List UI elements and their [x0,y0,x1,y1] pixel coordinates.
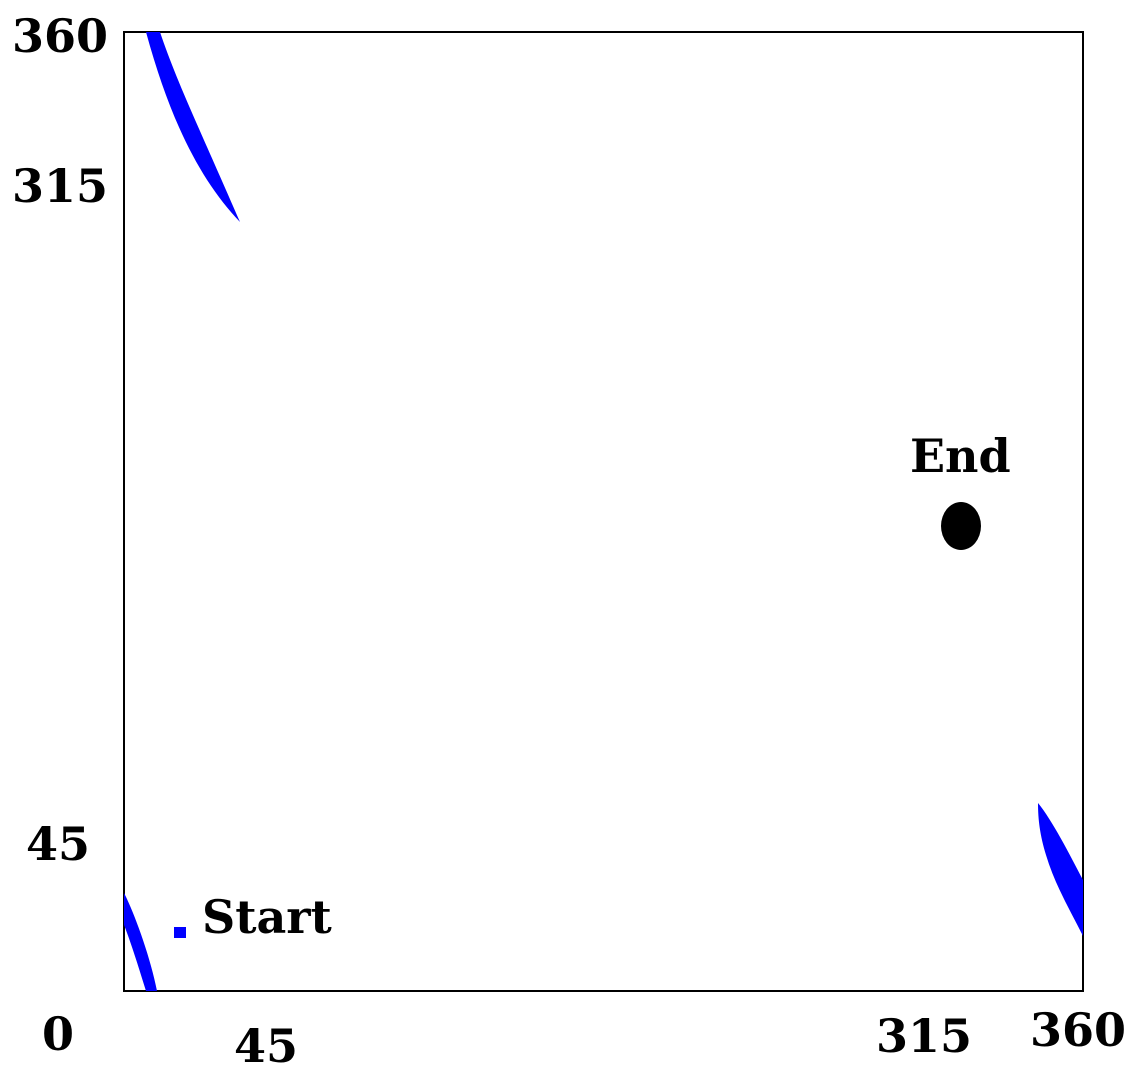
obstacle-bottom-right [1038,803,1083,936]
start-marker [174,927,186,938]
plot-frame [123,31,1084,992]
x-tick-0: 0 [42,1007,74,1061]
y-tick-360: 360 [12,9,108,63]
end-marker [941,502,981,550]
obstacle-bottom-left [124,893,157,991]
y-tick-315: 315 [12,159,108,213]
y-tick-45: 45 [26,817,90,871]
obstacle-top-left [146,32,240,222]
obstacle-regions [124,32,1083,991]
x-tick-45: 45 [234,1019,298,1071]
start-label: Start [202,890,333,944]
x-tick-360: 360 [1030,1003,1126,1057]
x-tick-315: 315 [876,1009,972,1063]
end-label: End [910,429,1011,483]
